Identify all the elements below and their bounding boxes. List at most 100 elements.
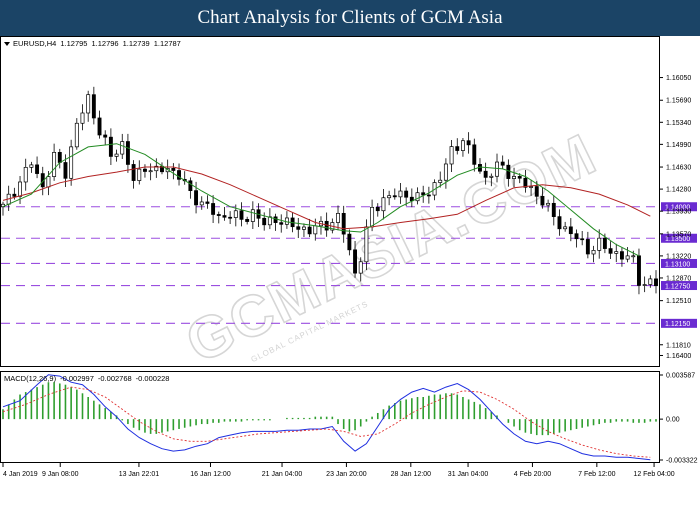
candle-body [529, 186, 534, 188]
candle-body [86, 94, 91, 114]
candle-body [18, 181, 22, 197]
y-axis-ticks: 1.16400 1.16050 1.15690 1.15340 1.14990 1.146… [660, 75, 691, 360]
y-tick-label: 1.13570 [666, 231, 691, 238]
macd-y-tick-label: -0.003322 [666, 458, 698, 465]
y-tick-label: 1.11810 [666, 342, 691, 349]
chart-svg: GCMASIA.COM GLOBAL CAPITAL MARKETS 1.140… [0, 36, 698, 478]
level-badge [661, 202, 697, 212]
candle-body [580, 238, 585, 241]
candle-body [188, 180, 193, 191]
candle-body [250, 209, 255, 222]
candle-body [648, 278, 653, 285]
candle-body [438, 179, 443, 183]
support-resistance-levels: 1.14000 1.13500 1.13100 1.12750 1.12150 [1, 202, 697, 328]
candle-body [279, 222, 284, 225]
y-tick-label: 1.16400 [666, 353, 691, 360]
candle-body [143, 168, 147, 172]
level-label: 1.13500 [665, 236, 690, 243]
x-tick-label: 12 Feb 04:00 [633, 471, 674, 478]
candle-body [125, 141, 130, 165]
y-tick-label: 1.14630 [666, 165, 691, 172]
candle-body [301, 226, 306, 230]
candle-body [148, 170, 153, 173]
candle-body [534, 186, 539, 197]
candle-body [392, 195, 397, 198]
slow-moving-average-line [2, 166, 651, 230]
candle-body [245, 219, 250, 222]
candle-body [273, 216, 278, 223]
chart-area: GCMASIA.COM GLOBAL CAPITAL MARKETS 1.140… [0, 36, 700, 500]
candle-body [591, 250, 596, 255]
candle-body [267, 216, 272, 226]
macd-series [2, 374, 657, 461]
candle-body [358, 261, 363, 274]
y-tick-label: 1.13930 [666, 209, 691, 216]
candle-body [642, 284, 647, 286]
candle-body [460, 140, 465, 151]
candle-body [415, 192, 420, 202]
candle-body [12, 193, 17, 197]
candle-body [449, 146, 454, 165]
candle-body [426, 194, 431, 197]
candle-body [512, 176, 516, 179]
x-tick-label: 23 Jan 20:00 [326, 471, 367, 478]
candle-body [631, 255, 636, 258]
candle-body [495, 161, 499, 177]
candle-body [387, 195, 392, 199]
price-series [1, 86, 658, 295]
candle-body [563, 226, 568, 230]
x-tick-label: 13 Jan 22:01 [119, 471, 160, 478]
candle-body [307, 226, 312, 235]
candle-body [466, 140, 471, 146]
candle-body [597, 237, 602, 251]
candle-body [608, 248, 613, 254]
y-tick-label: 1.12510 [666, 298, 691, 305]
macd-value-hist: -0.000228 [135, 374, 170, 383]
candle-body [46, 176, 51, 188]
candle-body [69, 146, 74, 179]
candle-body [506, 164, 511, 179]
x-tick-label: 4 Jan 2019 [3, 471, 38, 478]
candle-body [500, 161, 505, 166]
candle-body [199, 201, 204, 206]
candle-body [585, 239, 590, 255]
x-axis-ticks: 4 Jan 2019 9 Jan 08:00 13 Jan 22:01 16 Jan … [2, 463, 675, 478]
y-tick-label: 1.12870 [666, 275, 691, 282]
candle-body [523, 177, 528, 188]
candle-body [341, 212, 346, 235]
candle-body [574, 233, 579, 240]
candle-body [472, 144, 477, 165]
candle-body [455, 146, 460, 151]
candle-body [619, 251, 624, 260]
candle-body [222, 215, 227, 218]
candle-body [137, 168, 142, 181]
candle-body [313, 225, 318, 235]
candle-body [602, 237, 607, 249]
candle-body [654, 278, 658, 287]
candle-body [443, 163, 448, 181]
candle-body [216, 214, 221, 216]
candle-body [625, 255, 630, 260]
candle-body [35, 164, 40, 174]
y-tick-label: 1.15340 [666, 120, 691, 127]
candle-body [262, 217, 267, 226]
symbol-label: EURUSD,H4 [13, 39, 57, 48]
macd-value-signal: -0.002768 [97, 374, 132, 383]
collapse-triangle-icon[interactable] [4, 42, 10, 47]
candle-body [74, 122, 79, 148]
candle-body [540, 195, 545, 206]
candle-body [568, 226, 573, 235]
level-label: 1.13100 [665, 261, 690, 268]
candle-body [194, 190, 199, 206]
x-tick-label: 16 Jan 12:00 [190, 471, 231, 478]
candle-body [103, 134, 108, 138]
candle-body [23, 166, 28, 183]
candle-body [370, 206, 375, 228]
level-badge [661, 318, 697, 328]
candle-body [614, 251, 619, 254]
y-tick-label: 1.14280 [666, 187, 691, 194]
level-badge [661, 258, 697, 268]
macd-title: MACD(12,26,9) [4, 374, 57, 383]
x-tick-label: 21 Jan 04:00 [262, 471, 303, 478]
candle-body [364, 226, 369, 263]
